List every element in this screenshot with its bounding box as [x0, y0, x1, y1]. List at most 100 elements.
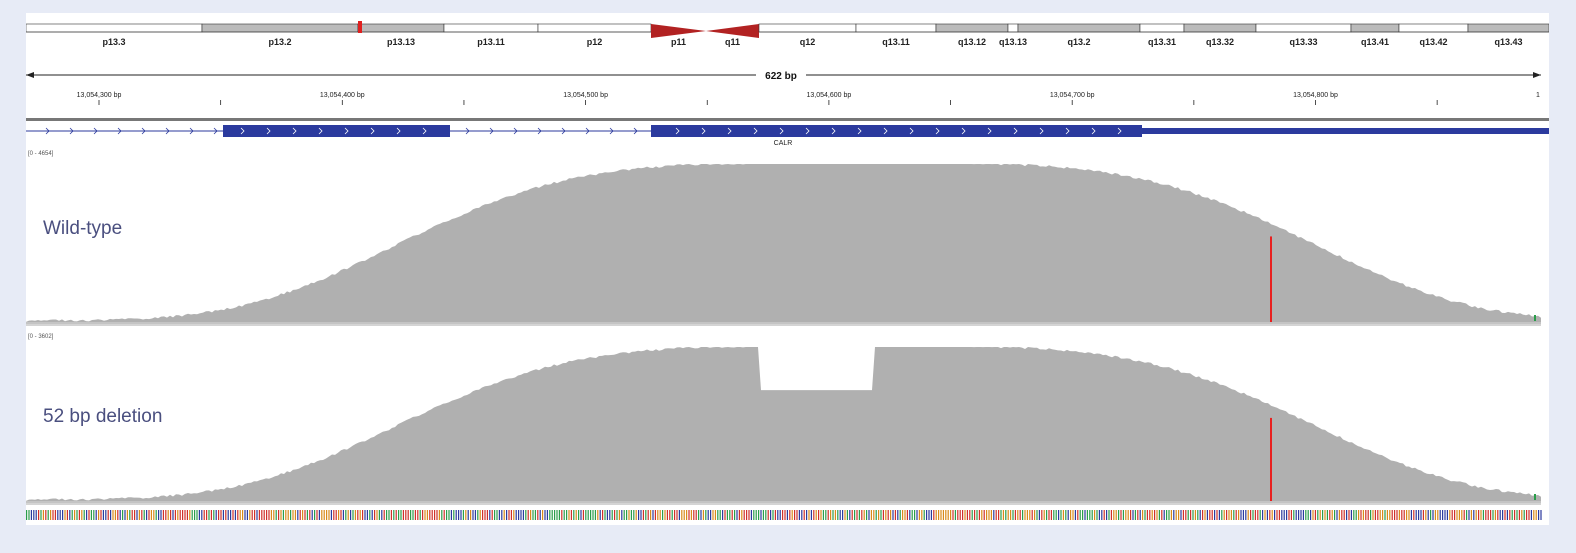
strand-arrow: [93, 127, 98, 135]
sequence-base: [234, 510, 236, 520]
sequence-base: [1240, 510, 1242, 520]
sequence-base: [578, 510, 580, 520]
sequence-base: [177, 510, 179, 520]
sequence-base: [765, 510, 767, 520]
sequence-base: [237, 510, 239, 520]
sequence-base: [736, 510, 738, 520]
sequence-base: [1458, 510, 1460, 520]
sequence-base: [918, 510, 920, 520]
sequence-base: [107, 510, 109, 520]
sequence-base: [280, 510, 282, 520]
sequence-base: [702, 510, 704, 520]
sequence-base: [678, 510, 680, 520]
sequence-base: [940, 510, 942, 520]
sequence-base: [549, 510, 551, 520]
sequence-base: [796, 510, 798, 520]
sequence-base: [1288, 510, 1290, 520]
sequence-base: [1514, 510, 1516, 520]
cytoband: [537, 23, 652, 33]
cytoband-label: q13.32: [1206, 37, 1234, 47]
sequence-base: [1041, 510, 1043, 520]
sequence-base: [510, 510, 512, 520]
cytoband: [855, 23, 937, 33]
sequence-base: [148, 510, 150, 520]
cytoband-label: p13.2: [268, 37, 291, 47]
sequence-base: [143, 510, 145, 520]
sequence-base: [28, 510, 30, 520]
sequence-base: [105, 510, 107, 520]
sequence-base: [575, 510, 577, 520]
sequence-base: [923, 510, 925, 520]
sequence-base: [359, 510, 361, 520]
sequence-base: [988, 510, 990, 520]
sequence-track[interactable]: [26, 509, 1549, 521]
sequence-base: [1521, 510, 1523, 520]
sequence-base: [153, 510, 155, 520]
strand-arrow: [513, 127, 518, 135]
sequence-base: [1204, 510, 1206, 520]
sequence-base: [1278, 510, 1280, 520]
coverage-track-deletion[interactable]: [0 - 3602] 52 bp deletion: [26, 331, 1549, 507]
sequence-base: [911, 510, 913, 520]
sequence-base: [947, 510, 949, 520]
strand-arrow: [1065, 127, 1070, 135]
strand-arrow: [141, 127, 146, 135]
sequence-base: [1130, 510, 1132, 520]
strand-arrow: [1013, 127, 1018, 135]
sequence-base: [592, 510, 594, 520]
sequence-base: [1274, 510, 1276, 520]
sequence-base: [1082, 510, 1084, 520]
sequence-base: [623, 510, 625, 520]
sequence-base: [602, 510, 604, 520]
strand-arrow: [987, 127, 992, 135]
sequence-base: [1252, 510, 1254, 520]
strand-arrow: [292, 127, 297, 135]
sequence-base: [743, 510, 745, 520]
sequence-base: [1194, 510, 1196, 520]
sequence-base: [352, 510, 354, 520]
cytoband-label: q12: [800, 37, 816, 47]
strand-arrow: [1039, 127, 1044, 135]
sequence-base: [1192, 510, 1194, 520]
sequence-base: [1422, 510, 1424, 520]
sequence-base: [1000, 510, 1002, 520]
sequence-base: [1454, 510, 1456, 520]
sequence-base: [155, 510, 157, 520]
position-ruler[interactable]: 622 bp 13,054,300 bp 13,054,400 bp 13,054,5…: [26, 65, 1549, 105]
sequence-base: [225, 510, 227, 520]
strand-arrow: [561, 127, 566, 135]
sequence-base: [1439, 510, 1441, 520]
span-arrow-left: [26, 72, 34, 78]
span-label: 622 bp: [765, 71, 797, 82]
sequence-base: [470, 510, 472, 520]
sequence-base: [1228, 510, 1230, 520]
sequence-base: [450, 510, 452, 520]
sequence-base: [74, 510, 76, 520]
sequence-base: [1314, 510, 1316, 520]
sequence-base: [686, 510, 688, 520]
chromosome-ideogram[interactable]: p13.3 p13.2 p13.13 p13.11 p12 p11 q11 q12 q13.11…: [26, 18, 1549, 48]
strand-arrow: [213, 127, 218, 135]
sequence-base: [546, 510, 548, 520]
gene-track[interactable]: CALR: [26, 117, 1549, 149]
sequence-base: [443, 510, 445, 520]
coverage-track-wild-type[interactable]: [0 - 4654] Wild-type: [26, 148, 1549, 328]
sequence-base: [1144, 510, 1146, 520]
sequence-base: [42, 510, 44, 520]
sequence-base: [938, 510, 940, 520]
cytoband: [1139, 23, 1185, 33]
sequence-base: [342, 510, 344, 520]
cytoband-label: q11: [725, 37, 740, 47]
sequence-base: [198, 510, 200, 520]
sequence-base: [902, 510, 904, 520]
sequence-base: [81, 510, 83, 520]
sequence-base: [62, 510, 64, 520]
sequence-base: [323, 510, 325, 520]
sequence-base: [1173, 510, 1175, 520]
sequence-base: [885, 510, 887, 520]
sequence-base: [791, 510, 793, 520]
sequence-base: [1146, 510, 1148, 520]
ruler-tick-label: 13,054,700 bp: [1050, 92, 1095, 99]
sequence-base: [844, 510, 846, 520]
sequence-base: [630, 510, 632, 520]
